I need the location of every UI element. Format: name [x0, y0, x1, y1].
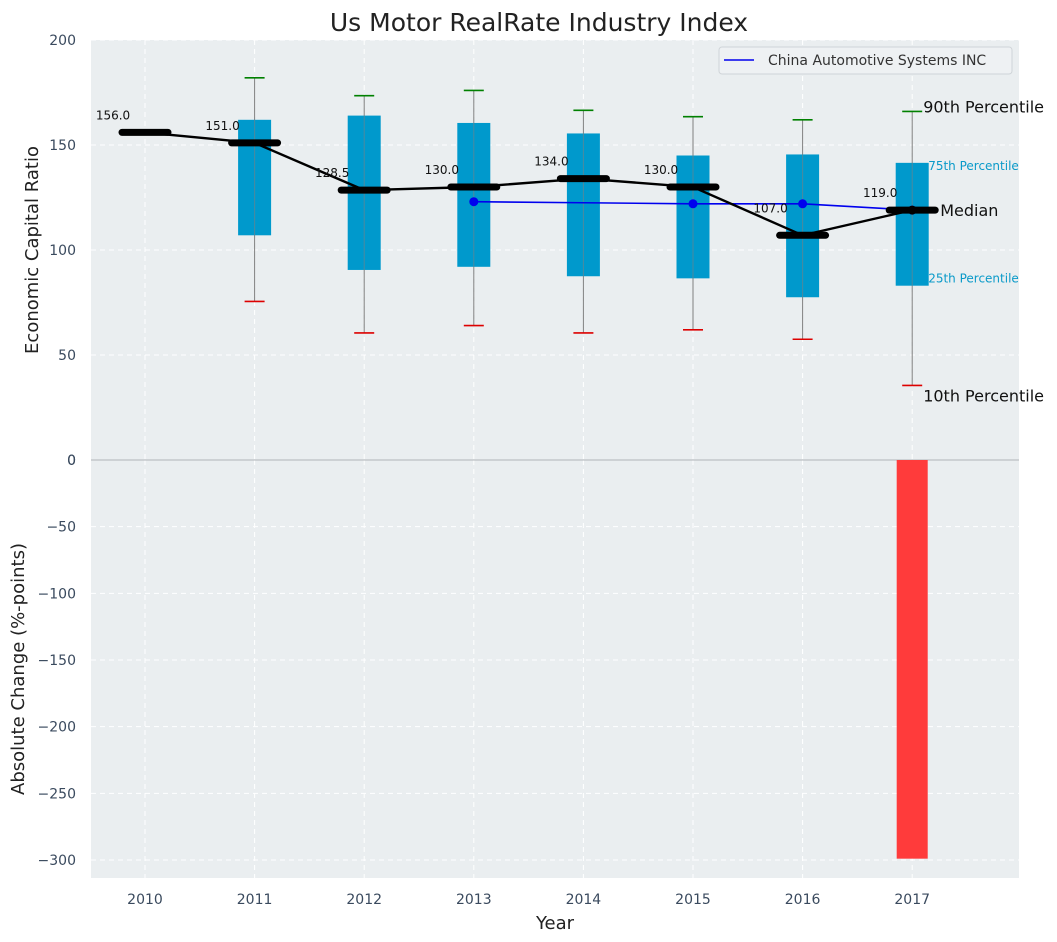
x-tick-label: 2013: [456, 892, 492, 908]
y-tick-label: −250: [38, 786, 76, 802]
y-axis-label-top: Economic Capital Ratio: [22, 146, 43, 354]
median-value-label: 107.0: [753, 201, 787, 215]
x-tick-label: 2010: [127, 892, 163, 908]
y-tick-label: −150: [38, 653, 76, 669]
y-tick-label: −300: [38, 853, 76, 869]
series-point: [688, 199, 698, 209]
median-value-label: 134.0: [534, 155, 568, 169]
median-value-label: 128.5: [315, 166, 349, 180]
x-tick-label: 2014: [566, 892, 602, 908]
series-point: [469, 197, 479, 207]
x-tick-label: 2017: [894, 892, 930, 908]
median-value-label: 130.0: [425, 163, 459, 177]
y-tick-label: 50: [58, 348, 76, 364]
y-tick-label: −50: [46, 520, 76, 536]
annotation-p90: 90th Percentile: [923, 97, 1044, 116]
legend: China Automotive Systems INC: [718, 46, 1013, 75]
change-bar: [896, 460, 928, 859]
legend-box: [718, 46, 1013, 75]
y-tick-label: −100: [38, 586, 76, 602]
y-tick-label: 0: [67, 453, 76, 469]
y-axis-label-bottom: Absolute Change (%-points): [8, 543, 29, 795]
x-tick-label: 2012: [346, 892, 382, 908]
y-tick-label: −200: [38, 720, 76, 736]
annotation-median: Median: [940, 201, 998, 220]
x-tick-label: 2016: [785, 892, 821, 908]
x-tick-label: 2015: [675, 892, 711, 908]
x-axis-label: Year: [535, 913, 575, 934]
annotation-p25: 25th Percentile: [928, 272, 1019, 286]
y-tick-label: 100: [49, 243, 76, 259]
median-value-label: 151.0: [205, 119, 239, 133]
top-panel: Us Motor RealRate Industry Index 0 50 100 15…: [22, 8, 1044, 469]
y-tick-label: 0: [67, 453, 76, 469]
bottom-plot-background: [91, 460, 1019, 878]
median-point: [907, 205, 917, 215]
legend-label: China Automotive Systems INC: [768, 53, 986, 69]
chart-title: Us Motor RealRate Industry Index: [330, 8, 748, 37]
x-tick-label: 2011: [237, 892, 273, 908]
bottom-panel: 0 −50 −100 −150 −200 −250 −300 2010 2011 2012 2013…: [8, 453, 1019, 934]
median-value-label: 156.0: [96, 108, 130, 122]
y-tick-label: 150: [49, 138, 76, 154]
median-value-label: 130.0: [644, 163, 678, 177]
median-value-label: 119.0: [863, 186, 897, 200]
annotation-p75: 75th Percentile: [928, 159, 1019, 173]
median-line: [144, 131, 913, 237]
series-point: [798, 199, 808, 209]
annotation-p10: 10th Percentile: [923, 386, 1044, 405]
y-tick-label: 200: [49, 33, 76, 49]
